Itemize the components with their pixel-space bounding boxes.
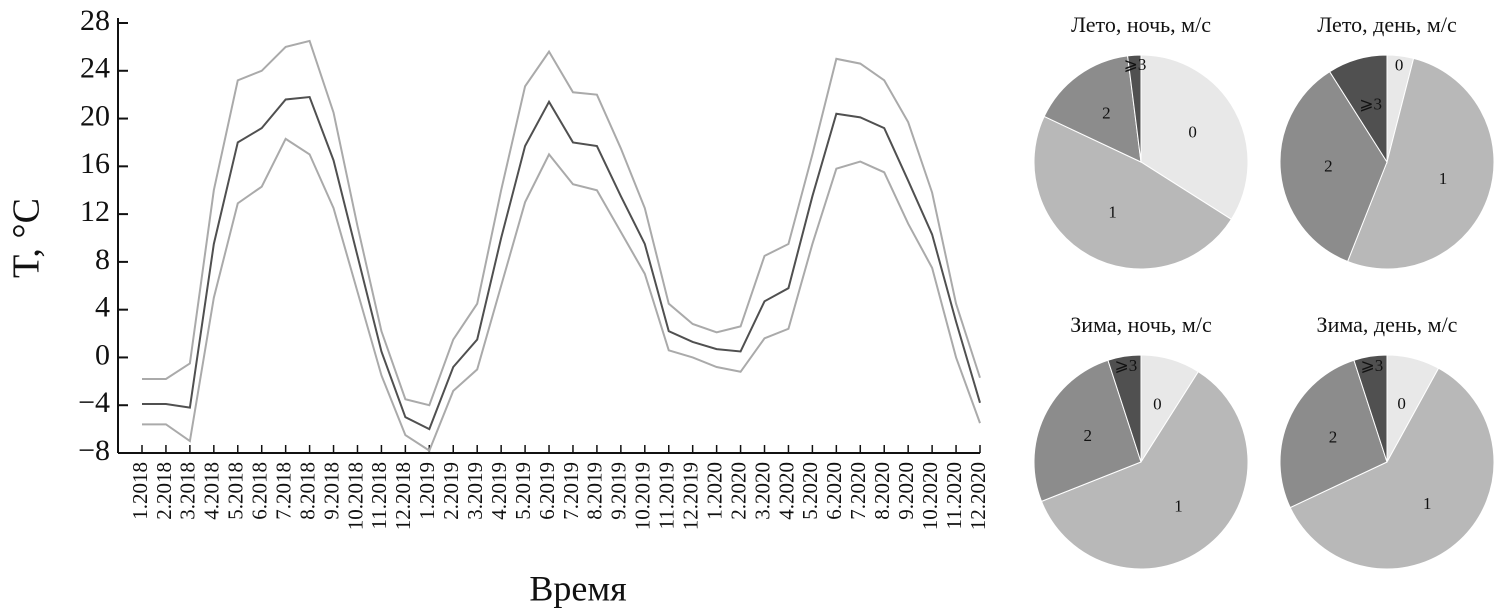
x-tick-label: 10.2019 bbox=[631, 462, 655, 530]
slice-label: 1 bbox=[1423, 494, 1432, 513]
series-line bbox=[142, 39, 981, 407]
x-tick-label: 6.2020 bbox=[822, 462, 846, 520]
x-tick-label: 11.2020 bbox=[942, 462, 966, 529]
x-tick-label: 3.2020 bbox=[750, 462, 774, 520]
x-tick-label: 2.2018 bbox=[152, 462, 176, 520]
x-tick-label: 4.2019 bbox=[487, 462, 511, 520]
pie-slice bbox=[1033, 115, 1233, 270]
x-tick-label: 1.2019 bbox=[415, 462, 439, 520]
x-tick-label: 5.2018 bbox=[224, 462, 248, 520]
x-tick-label: 11.2018 bbox=[367, 462, 391, 529]
x-tick-label: 12.2020 bbox=[966, 462, 990, 530]
slice-label: 2 bbox=[1329, 428, 1338, 447]
x-tick-label: 8.2019 bbox=[583, 462, 607, 520]
x-tick-label: 4.2020 bbox=[774, 462, 798, 520]
pie-slice bbox=[1127, 54, 1142, 163]
x-tick-label: 10.2020 bbox=[918, 462, 942, 530]
slice-label: ⩾3 bbox=[1124, 55, 1147, 74]
y-tick-label: 24 bbox=[80, 52, 110, 85]
pie-title: Лето, день, м/с bbox=[1317, 12, 1457, 37]
x-tick-label: 8.2020 bbox=[870, 462, 894, 520]
series-line bbox=[142, 137, 981, 453]
slice-label: 1 bbox=[1439, 169, 1448, 188]
slice-label: ⩾3 bbox=[1359, 94, 1382, 113]
slice-label: 0 bbox=[1188, 123, 1197, 142]
x-tick-label: 12.2018 bbox=[391, 462, 415, 530]
x-tick-label: 10.2018 bbox=[343, 462, 367, 530]
x-tick-label: 2.2020 bbox=[726, 462, 750, 520]
pie-slice bbox=[1040, 370, 1249, 570]
series-line bbox=[142, 95, 981, 431]
x-tick-label: 4.2018 bbox=[200, 462, 224, 520]
x-tick-label: 7.2019 bbox=[559, 462, 583, 520]
pie-slice bbox=[1279, 359, 1388, 509]
pie-slice bbox=[1107, 354, 1142, 463]
pie-slice bbox=[1043, 55, 1142, 163]
pie-slice bbox=[1289, 367, 1495, 570]
y-tick-label: 8 bbox=[95, 243, 110, 276]
pie-title: Лето, ночь, м/с bbox=[1071, 12, 1211, 37]
x-tick-label: 5.2019 bbox=[511, 462, 535, 520]
x-tick-label: 11.2019 bbox=[655, 462, 679, 529]
y-tick-label: 12 bbox=[80, 195, 110, 228]
x-tick-label: 1.2020 bbox=[702, 462, 726, 520]
x-tick-label: 9.2018 bbox=[319, 462, 343, 520]
slice-label: 0 bbox=[1395, 55, 1404, 74]
y-tick-label: −4 bbox=[78, 386, 110, 419]
x-tick-label: 2.2019 bbox=[439, 462, 463, 520]
y-tick-label: 0 bbox=[95, 338, 110, 371]
x-tick-label: 7.2020 bbox=[846, 462, 870, 520]
pie-slice bbox=[1033, 359, 1142, 503]
slice-label: 0 bbox=[1153, 394, 1162, 413]
x-tick-label: 5.2020 bbox=[798, 462, 822, 520]
y-tick-label: 28 bbox=[80, 4, 110, 37]
x-tick-label: 7.2018 bbox=[271, 462, 295, 520]
slice-label: 2 bbox=[1084, 426, 1093, 445]
x-tick-label: 1.2018 bbox=[128, 462, 152, 520]
y-tick-label: 16 bbox=[80, 147, 110, 180]
x-tick-label: 9.2020 bbox=[894, 462, 918, 520]
x-tick-label: 6.2019 bbox=[535, 462, 559, 520]
pie-title: Зима, день, м/с bbox=[1317, 312, 1458, 337]
pie-slice bbox=[1279, 70, 1388, 263]
slice-label: 1 bbox=[1108, 202, 1117, 221]
slice-label: 1 bbox=[1174, 496, 1183, 515]
x-tick-label: 3.2018 bbox=[176, 462, 200, 520]
slice-label: 2 bbox=[1102, 103, 1111, 122]
y-tick-label: 20 bbox=[80, 99, 110, 132]
x-tick-label: 3.2019 bbox=[463, 462, 487, 520]
pie-slice bbox=[1346, 57, 1495, 270]
pie-slice bbox=[1353, 354, 1388, 463]
y-tick-label: −8 bbox=[78, 434, 110, 467]
y-axis-label: T, °C bbox=[6, 198, 48, 278]
x-axis-label: Время bbox=[529, 568, 626, 608]
x-tick-label: 12.2019 bbox=[678, 462, 702, 530]
slice-label: ⩾3 bbox=[1115, 356, 1138, 375]
pie-slice bbox=[1328, 54, 1388, 164]
y-tick-label: 4 bbox=[95, 291, 110, 324]
slice-label: ⩾3 bbox=[1361, 356, 1384, 375]
pie-title: Зима, ночь, м/с bbox=[1070, 312, 1212, 337]
pie-slice bbox=[1140, 54, 1249, 221]
slice-label: 0 bbox=[1397, 394, 1406, 413]
x-tick-label: 6.2018 bbox=[248, 462, 272, 520]
x-tick-label: 8.2018 bbox=[295, 462, 319, 520]
slice-label: 2 bbox=[1324, 156, 1333, 175]
x-tick-label: 9.2019 bbox=[607, 462, 631, 520]
